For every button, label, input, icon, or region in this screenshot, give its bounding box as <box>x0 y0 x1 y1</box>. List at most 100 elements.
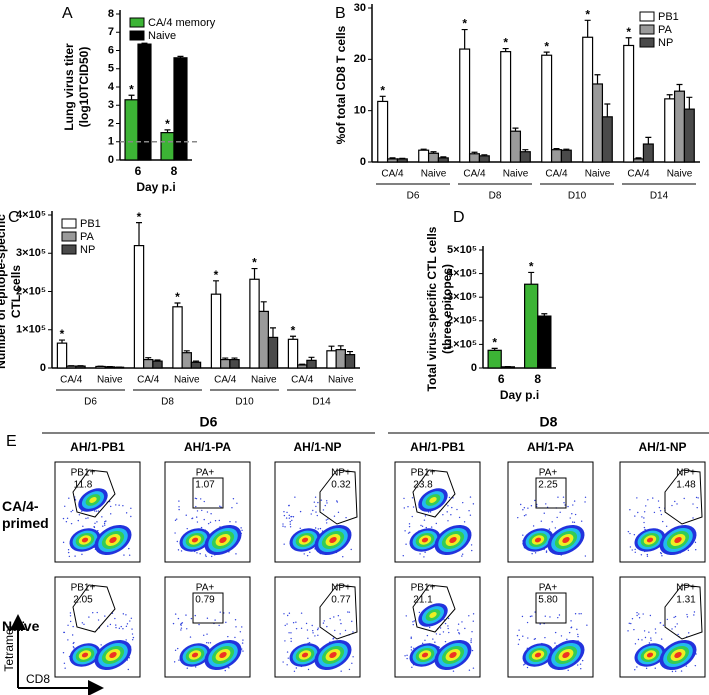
event-dot <box>336 500 338 502</box>
event-dot <box>521 615 524 618</box>
event-dot <box>177 549 180 551</box>
significance: * <box>544 39 549 53</box>
bar <box>297 364 308 369</box>
event-dot <box>580 613 582 615</box>
event-dot <box>468 615 470 617</box>
event-dot <box>435 633 438 635</box>
event-dot <box>571 521 574 523</box>
error-bar <box>512 127 519 132</box>
event-dot <box>637 638 640 641</box>
event-dot <box>686 616 689 618</box>
event-dot <box>695 496 698 499</box>
event-dot <box>584 501 586 503</box>
event-dot <box>662 624 665 627</box>
event-dot <box>694 541 697 544</box>
event-dot <box>520 503 522 506</box>
error-bar <box>522 149 529 152</box>
x-axis-title: CD8 <box>26 672 50 686</box>
event-dot <box>85 517 87 520</box>
event-dot <box>227 635 229 638</box>
error-bar <box>541 313 548 317</box>
event-dot <box>633 628 635 631</box>
event-dot <box>220 506 222 508</box>
bar <box>306 359 317 369</box>
event-dot <box>288 517 291 519</box>
x-tick-label: CA/4 <box>463 169 486 180</box>
event-dot <box>439 633 441 636</box>
event-dot <box>688 632 690 634</box>
event-dot <box>472 503 475 505</box>
event-dot <box>327 518 329 520</box>
event-dot <box>674 615 677 618</box>
event-dot <box>562 496 565 498</box>
bar <box>601 116 613 163</box>
event-dot <box>218 519 221 522</box>
error-bar <box>231 357 238 360</box>
row-label: Naïve <box>2 618 40 634</box>
dot-plot: PB1+11.8 <box>54 461 141 563</box>
bar <box>143 358 154 369</box>
event-dot <box>660 638 663 640</box>
y-tick-label: 2 <box>108 117 114 129</box>
group-label: D6 <box>407 191 420 202</box>
error-bar <box>666 94 673 99</box>
error-bar <box>430 151 437 154</box>
density <box>191 537 199 543</box>
event-dot <box>403 507 405 509</box>
gate <box>192 477 224 509</box>
event-dot <box>312 509 314 512</box>
event-dot <box>186 667 188 669</box>
gate-value: 5.80 <box>538 595 558 606</box>
event-dot <box>442 631 445 633</box>
density <box>449 651 457 659</box>
event-dot <box>206 617 209 619</box>
density <box>191 652 199 658</box>
y-axis-label: Total virus-specific CTL cells <box>425 226 439 391</box>
event-dot <box>194 614 196 617</box>
event-dot <box>451 506 453 509</box>
gate-value: 0.32 <box>331 480 351 491</box>
event-dot <box>653 511 656 514</box>
event-dot <box>69 620 72 623</box>
event-dot <box>300 627 303 629</box>
event-dot <box>446 511 448 513</box>
event-dot <box>314 496 317 498</box>
x-tick-label: 8 <box>534 372 541 386</box>
event-dot <box>185 514 187 516</box>
dot-plot: PB1+21.1 <box>394 576 481 678</box>
event-dot <box>115 504 117 506</box>
event-dot <box>310 513 312 515</box>
event-dot <box>545 503 547 505</box>
event-dot <box>424 551 426 554</box>
event-dot <box>470 544 473 546</box>
group-label: D10 <box>235 397 254 408</box>
event-dot <box>283 511 285 513</box>
group-label: D14 <box>312 397 331 408</box>
column-label: AH/1-PB1 <box>70 440 125 454</box>
bar <box>66 365 77 369</box>
event-dot <box>571 513 573 515</box>
event-dot <box>131 628 133 630</box>
event-dot <box>568 631 571 634</box>
gate-name: PA+ <box>196 583 215 594</box>
event-dot <box>652 497 654 499</box>
gate-name: PB1+ <box>71 468 96 479</box>
bar <box>541 54 553 163</box>
bar <box>591 83 604 163</box>
gate-value: 1.31 <box>676 595 696 606</box>
event-dot <box>224 669 226 672</box>
bar <box>326 350 337 369</box>
event-dot <box>576 628 578 631</box>
legend-label: PB1 <box>80 218 101 230</box>
event-dot <box>286 511 288 514</box>
event-dot <box>92 611 94 614</box>
event-dot <box>531 552 533 555</box>
bar <box>524 283 539 369</box>
bar <box>478 155 490 163</box>
event-dot <box>120 625 122 628</box>
gate <box>192 592 224 624</box>
event-dot <box>235 521 237 523</box>
event-dot <box>63 631 66 634</box>
event-dot <box>345 516 347 519</box>
event-dot <box>95 510 98 512</box>
